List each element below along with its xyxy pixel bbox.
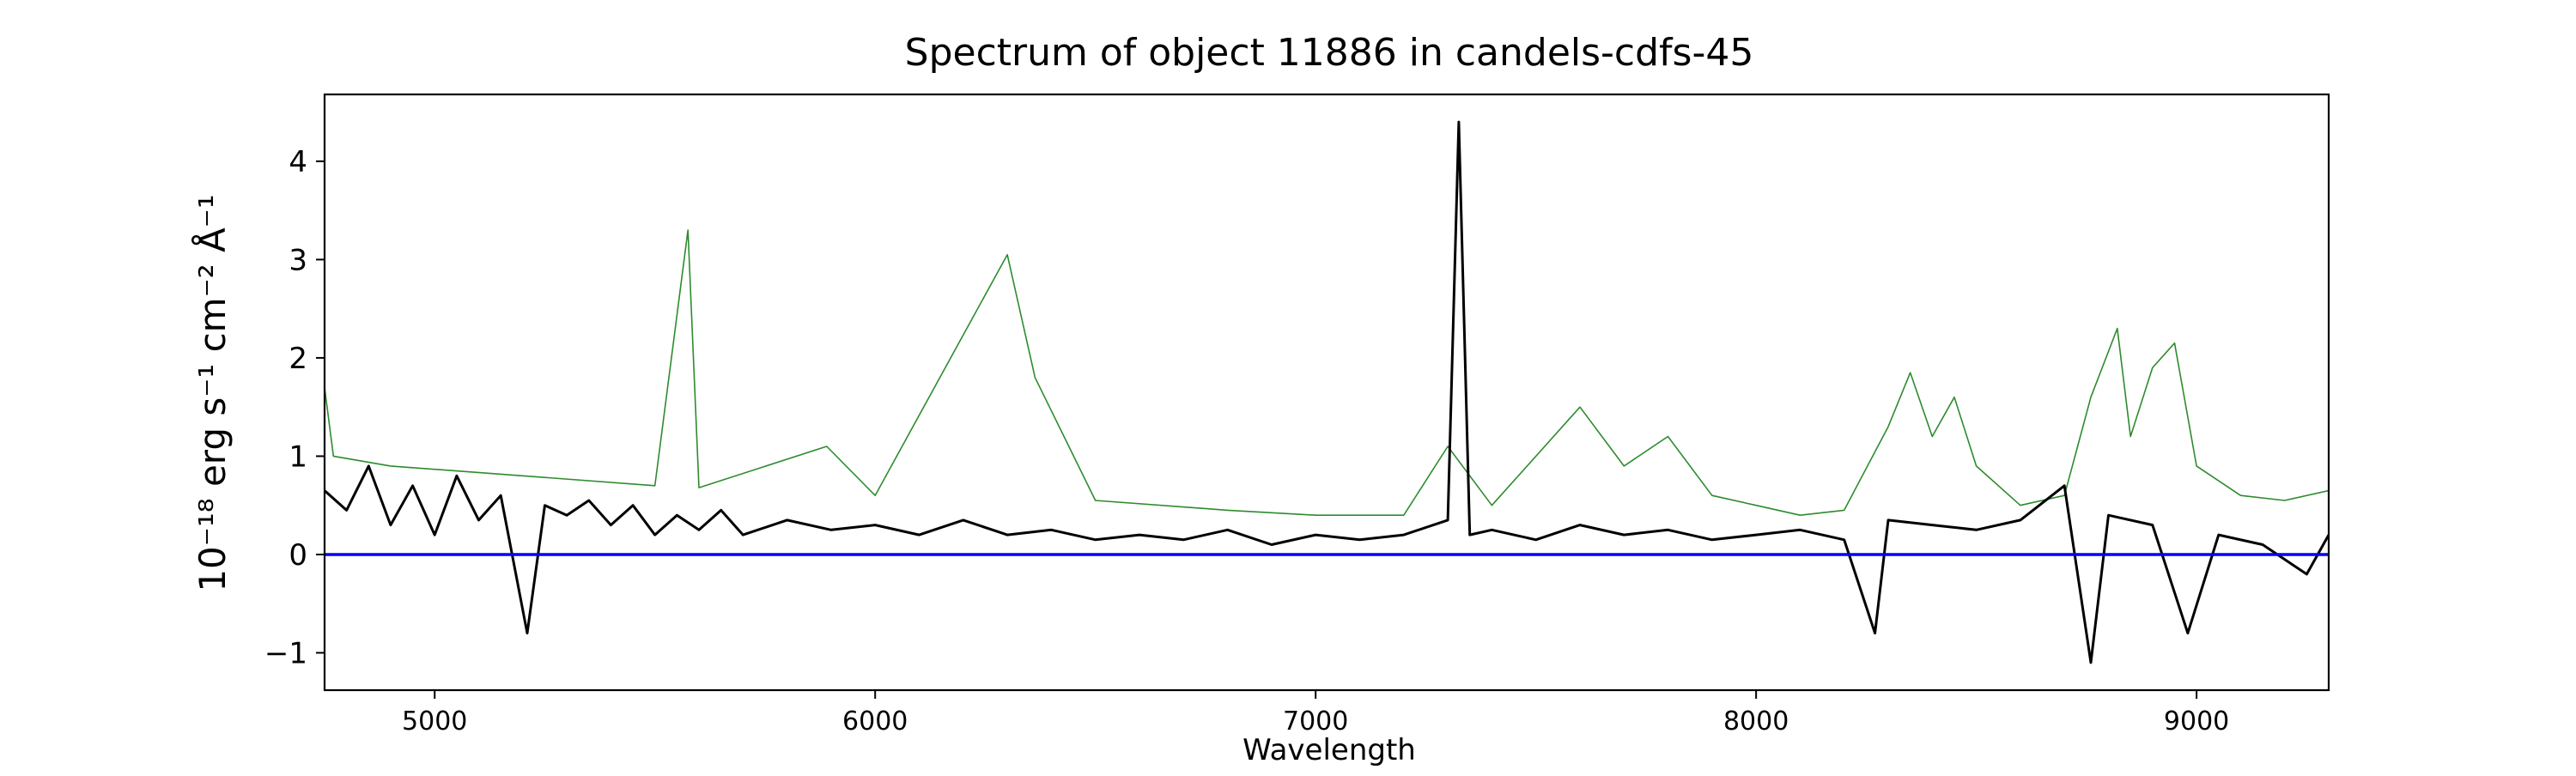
x-tick-label: 6000	[842, 706, 908, 737]
x-tick-label: 7000	[1283, 706, 1348, 737]
y-axis-label: 10⁻¹⁸ erg s⁻¹ cm⁻² Å⁻¹	[191, 194, 234, 591]
y-tick-label: 3	[289, 243, 307, 277]
y-tick-label: 0	[289, 538, 307, 573]
series-line-0	[325, 120, 2329, 664]
y-tick-label: −1	[264, 636, 307, 670]
y-tick-label: 1	[289, 440, 307, 474]
y-tick-label: 4	[289, 145, 307, 179]
x-axis-label: Wavelength	[1242, 733, 1416, 767]
chart-title: Spectrum of object 11886 in candels-cdfs…	[905, 31, 1754, 75]
axes-layer: 5000 6000 7000 8000 9000 −1 0 1 2 3 4	[264, 93, 2330, 737]
plot-layer	[325, 120, 2329, 664]
x-tick-label: 5000	[402, 706, 467, 737]
series-line-1	[325, 229, 2329, 516]
x-tick-label: 8000	[1723, 706, 1789, 737]
x-tick-label: 9000	[2164, 706, 2229, 737]
plot-frame	[323, 93, 2330, 692]
y-tick-label: 2	[289, 342, 307, 376]
